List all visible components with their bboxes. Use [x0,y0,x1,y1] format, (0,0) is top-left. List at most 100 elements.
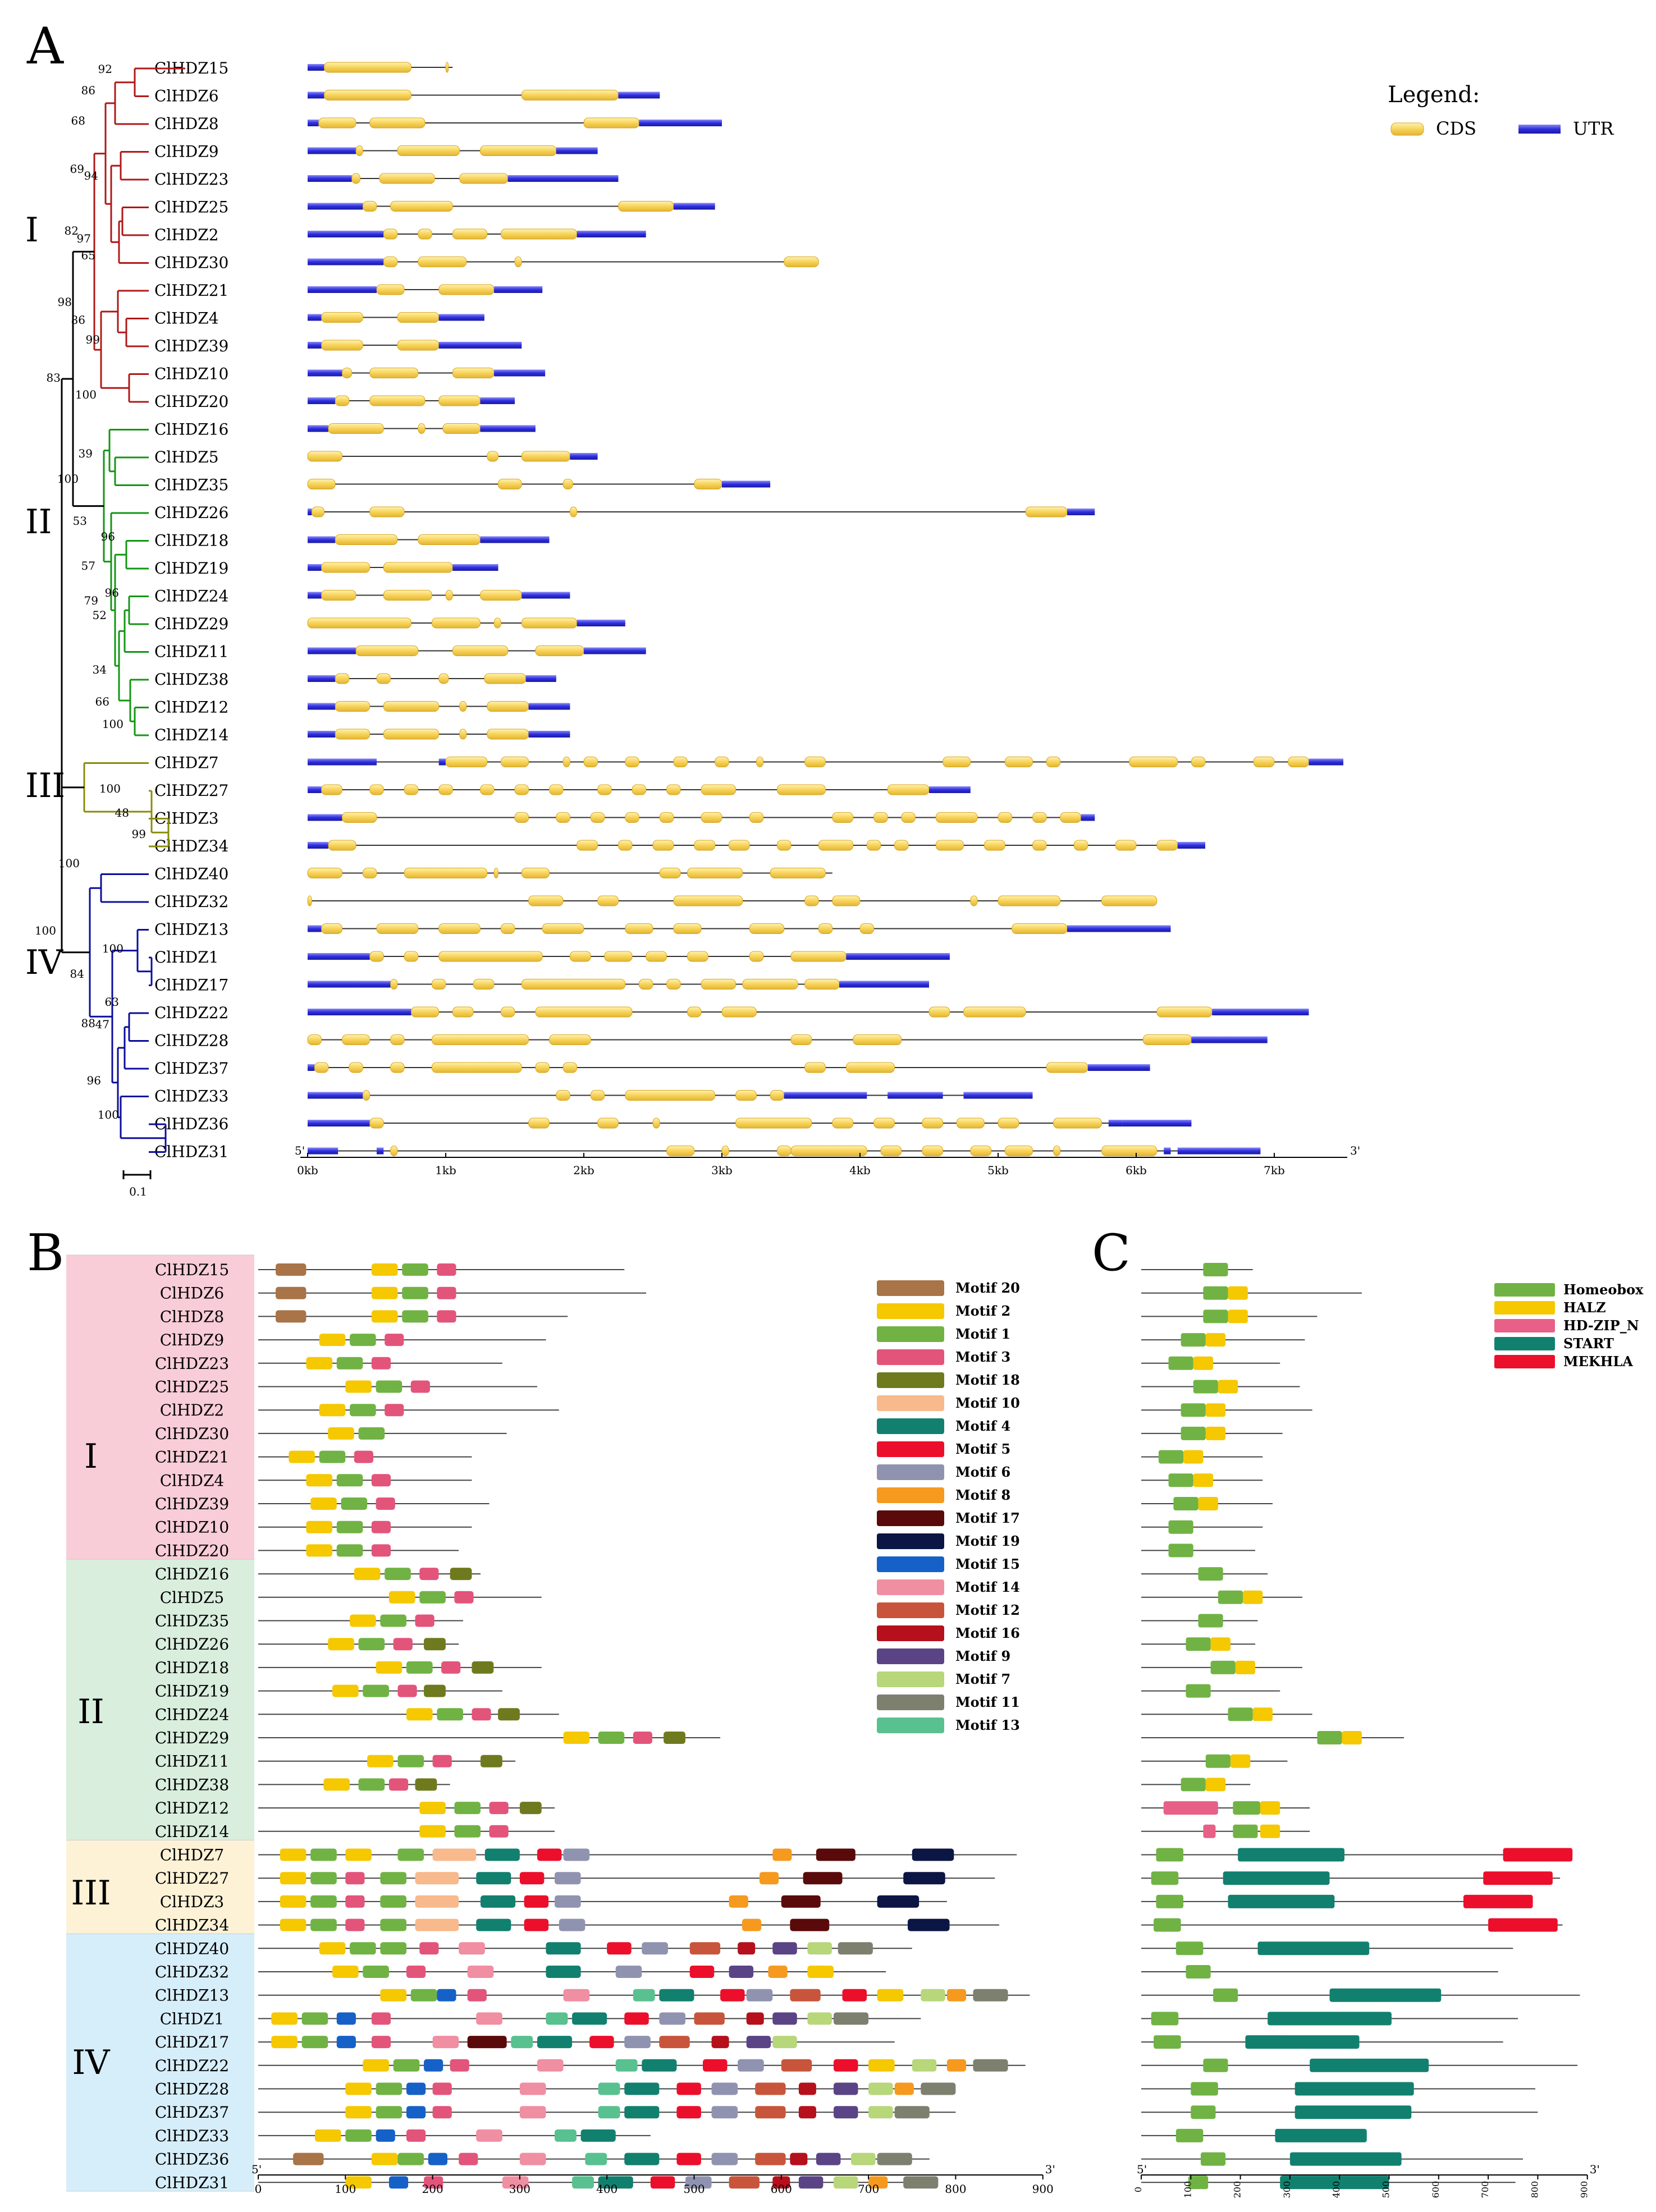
motif-box [371,1263,398,1276]
motif-legend-label: Motif 12 [955,1602,1020,1618]
tree-leaf-label: ClHDZ17 [154,976,228,995]
scale-bar-label: 0.1 [129,1185,147,1198]
motif-box [454,1802,481,1815]
domain-box [1280,2176,1389,2190]
motif-box [336,1544,363,1557]
axis-b-tick-label: 700 [858,2182,879,2196]
motif-box [555,1872,581,1885]
axis-b-tick-label: 200 [422,2182,443,2196]
motif-box [336,2012,356,2025]
motif-legend-label: Motif 11 [955,1694,1020,1710]
domain-box [1168,1544,1193,1558]
motif-box [336,2036,356,2049]
cds-exon [577,840,598,851]
motif-legend-label: Motif 13 [955,1717,1020,1733]
motif-box [476,1918,511,1931]
motif-box [772,1848,792,1861]
motif-box [323,1778,350,1791]
cds-exon [528,1118,550,1129]
domain-box [1260,1801,1280,1815]
motif-box [598,2082,620,2095]
cds-exon [335,729,370,740]
motif-box [380,1895,407,1908]
domain-box [1168,1520,1193,1534]
motif-gene-label: ClHDZ20 [155,1541,229,1560]
utr-segment [308,1147,338,1155]
utr-segment [639,120,722,126]
tree-leaf-label: ClHDZ19 [154,559,228,578]
motif-box [345,2176,372,2189]
tree-leaf-label: ClHDZ16 [154,420,228,439]
motif-box [376,2082,402,2095]
axis-c-tick-label: 900 [1579,2181,1590,2199]
cds-exon [438,395,481,406]
motif-box [397,1848,424,1861]
domain-box [1193,1356,1214,1370]
cds-exon [307,868,342,878]
cds-exon [335,701,370,712]
motif-box [790,2153,808,2165]
domain-box [1329,1988,1442,2002]
motif-box [624,2106,660,2119]
motif-box [519,2082,546,2095]
motif-box [676,2153,701,2165]
motif-box [467,2036,507,2049]
bootstrap-value: 69 [70,162,84,176]
motif-box [406,2106,426,2119]
axis-a-tick-label: 5kb [987,1164,1009,1177]
axis-c-tick-label: 100 [1182,2181,1193,2199]
motif-box [301,2036,328,2049]
domain-box [1191,2082,1218,2096]
cds-exon [1142,1034,1192,1045]
motif-gene-label: ClHDZ31 [155,2173,229,2192]
motif-box [397,2153,424,2165]
axis-c-three-prime: 3' [1590,2163,1600,2176]
utr-segment [618,91,660,99]
motif-gene-label: ClHDZ5 [160,1588,225,1607]
cds-exon [342,812,377,823]
axis-b-tick-label: 600 [771,2182,792,2196]
cds-exon [935,840,964,851]
motif-box [555,2129,577,2142]
motif-box [472,1708,491,1721]
cds-exon [452,368,495,378]
motif-box [428,2153,448,2165]
motif-box [341,1497,368,1510]
cds-exon [514,812,529,823]
cds-exon [597,784,612,795]
motif-box [720,1989,745,2002]
motif-box [685,2176,712,2189]
domain-box [1294,2082,1414,2096]
cds-exon [369,784,384,795]
cds-exon [473,979,495,990]
domain-box [1260,1824,1280,1838]
motif-box [319,1942,346,1955]
cds-exon [998,1118,1019,1129]
motif-box [310,1918,337,1931]
cds-exon [500,1006,515,1018]
motif-box [642,1942,668,1955]
motif-box [489,1802,509,1815]
domain-box [1186,1965,1211,1979]
domain-box [1275,2128,1367,2142]
cds-exon [1053,1146,1061,1156]
motif-box [363,2059,389,2072]
axis-c-tick-label: 600 [1430,2181,1441,2199]
axis-c-tick-label: 700 [1480,2181,1490,2199]
domain-box [1205,1403,1226,1417]
tree-leaf-label: ClHDZ28 [154,1032,228,1050]
cds-exon [324,62,412,73]
motif-box [559,1918,585,1931]
bootstrap-value: 100 [102,942,123,955]
cds-exon [487,701,529,712]
motif-box [450,2059,469,2072]
cds-exon [484,673,527,684]
cds-exon [521,979,626,990]
cds-exon [687,868,743,878]
motif-box [624,2012,649,2025]
domain-box [1193,1380,1218,1394]
motif-box [842,1989,867,2002]
cds-exon [321,562,370,573]
motif-box [650,2176,675,2189]
motif-box [615,2059,638,2072]
